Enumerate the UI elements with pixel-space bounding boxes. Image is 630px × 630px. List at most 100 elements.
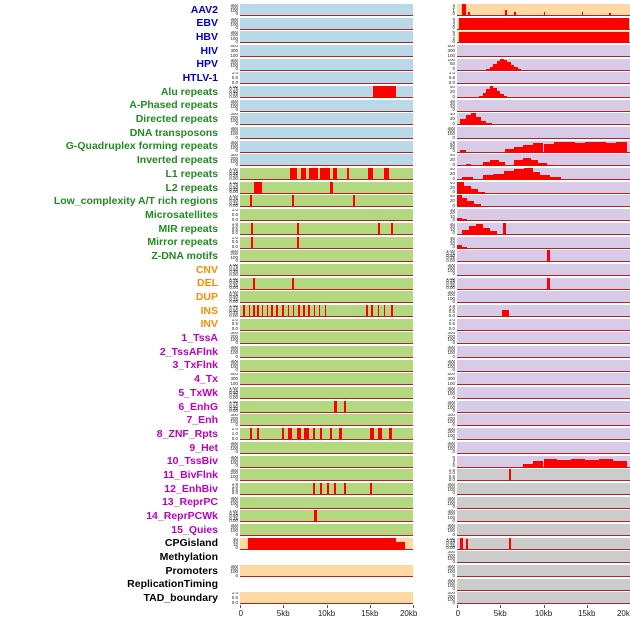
y-tick-label: 200 xyxy=(447,128,455,134)
signal-baseline xyxy=(240,69,413,71)
signal-bar xyxy=(474,204,482,208)
track-panel-right xyxy=(457,236,630,249)
track-label: HPV xyxy=(196,58,218,71)
track-row: Low_complexity A/T rich regions 1.00 0.75 0… xyxy=(0,195,630,209)
y-tick-label: 300 xyxy=(230,99,238,103)
y-tick-label: 100 xyxy=(230,8,238,14)
y-axis-ticks-left: 500 300 100 xyxy=(222,45,240,57)
track-panel-right xyxy=(457,523,630,536)
y-tick-label: 1.5 xyxy=(448,469,455,473)
y-tick-label: 200 xyxy=(447,566,455,572)
y-tick-label: 0.25 xyxy=(446,542,455,548)
signal-bar xyxy=(489,231,497,235)
signal-bar xyxy=(514,67,518,71)
track-label: HTLV-1 xyxy=(182,72,218,85)
track-label: 10_TssBiv xyxy=(166,455,218,468)
track-label: CNV xyxy=(195,263,218,276)
signal-baseline xyxy=(457,452,630,454)
y-tick-label: 300 xyxy=(230,58,238,62)
track-row: G-Quadruplex forming repeats 300 200 100 0 75… xyxy=(0,140,630,154)
signal-bar xyxy=(470,113,477,126)
track-row: Promoters 300 200 100 0 300 200 100 0 xyxy=(0,564,630,578)
x-tick-label: 5kb xyxy=(276,609,290,619)
y-axis-ticks-left: 1.0 0.5 0.0 xyxy=(222,319,240,331)
y-tick-label: 0.00 xyxy=(229,517,238,523)
y-tick-label: 30 xyxy=(449,222,455,226)
y-axis-ticks-right: 30 20 10 0 xyxy=(413,223,457,235)
signal-baseline xyxy=(240,411,413,413)
track-label: 3_TxFlnk xyxy=(172,359,218,372)
signal-bar xyxy=(257,428,260,441)
track-panel-right xyxy=(457,113,630,126)
signal-bar xyxy=(546,277,550,290)
y-tick-label: 1.00 xyxy=(229,387,238,391)
y-tick-label: 0.50 xyxy=(229,294,238,300)
track-panel-left xyxy=(240,455,413,468)
y-tick-label: 10 xyxy=(449,213,455,219)
signal-bar xyxy=(500,58,504,71)
signal-bar xyxy=(266,304,269,317)
x-tick-mark xyxy=(369,605,371,609)
y-tick-label: 0 xyxy=(452,216,455,222)
y-tick-label: 1.0 xyxy=(448,318,455,322)
y-tick-label: 100 xyxy=(230,473,238,479)
signal-bar xyxy=(598,459,613,468)
signal-bar xyxy=(462,246,468,249)
signal-baseline xyxy=(457,247,630,249)
y-tick-label: 20 xyxy=(449,237,455,243)
signal-bar xyxy=(369,482,372,495)
y-tick-label: 100 xyxy=(447,295,455,301)
y-tick-label: 300 xyxy=(230,332,238,336)
signal-bar xyxy=(319,428,322,441)
signal-baseline xyxy=(457,384,630,386)
signal-bar xyxy=(457,217,463,222)
y-axis-ticks-right: 300 200 100 0 xyxy=(413,497,457,509)
track-panel-left xyxy=(240,551,413,563)
signal-baseline xyxy=(457,480,630,482)
y-tick-label: 0.50 xyxy=(229,88,238,94)
signal-baseline xyxy=(240,480,413,482)
y-tick-label: 1.00 xyxy=(229,263,238,267)
track-panel-left xyxy=(240,414,413,427)
y-tick-label: 0.75 xyxy=(446,538,455,544)
track-label: Methylation xyxy=(159,551,218,564)
y-tick-label: 0.50 xyxy=(229,513,238,519)
signal-bar xyxy=(585,142,596,153)
y-tick-label: 0.0 xyxy=(231,490,238,495)
y-tick-label: 0 xyxy=(452,66,455,71)
signal-bar xyxy=(343,400,347,413)
y-tick-label: 0.50 xyxy=(446,280,455,286)
y-tick-label: 200 xyxy=(447,443,455,449)
y-tick-label: 300 xyxy=(230,359,238,363)
signal-bar xyxy=(395,542,406,550)
y-tick-label: 0.00 xyxy=(229,93,238,98)
y-tick-label: 0.25 xyxy=(229,406,238,411)
y-tick-label: 0.50 xyxy=(229,403,238,409)
y-tick-label: 1.00 xyxy=(446,537,455,541)
signal-baseline xyxy=(240,329,413,331)
y-tick-label: 100 xyxy=(447,514,455,520)
y-tick-label: 0 xyxy=(452,189,455,194)
signal-bar xyxy=(388,428,393,441)
y-axis-ticks-right: 300 200 100 0 xyxy=(413,551,457,563)
track-panel-right xyxy=(457,17,630,30)
signal-bar xyxy=(467,201,475,208)
track-panel-right xyxy=(457,455,630,468)
y-tick-label: 1.00 xyxy=(229,181,238,185)
track-row: CNV 1.00 0.75 0.50 0.25 0.00 300 200 100 0 xyxy=(0,263,630,277)
y-axis-ticks-right: 300 200 100 0 xyxy=(413,346,457,358)
track-row: INV 1.0 0.5 0.0 1.0 0.5 0.0 xyxy=(0,318,630,332)
y-tick-label: 0.75 xyxy=(229,182,238,188)
y-tick-label: 0.5 xyxy=(448,75,455,81)
y-tick-label: 50 xyxy=(449,141,455,147)
signal-baseline xyxy=(457,603,630,605)
track-panel-left xyxy=(240,44,413,57)
y-tick-label: 200 xyxy=(447,497,455,503)
y-tick-label: 100 xyxy=(230,145,238,151)
track-label: HIV xyxy=(200,44,218,57)
signal-baseline xyxy=(457,206,630,208)
track-label: 7_Enh xyxy=(186,414,218,427)
x-tick-label: 20kb xyxy=(399,609,418,619)
y-tick-label: 0 xyxy=(452,120,455,126)
